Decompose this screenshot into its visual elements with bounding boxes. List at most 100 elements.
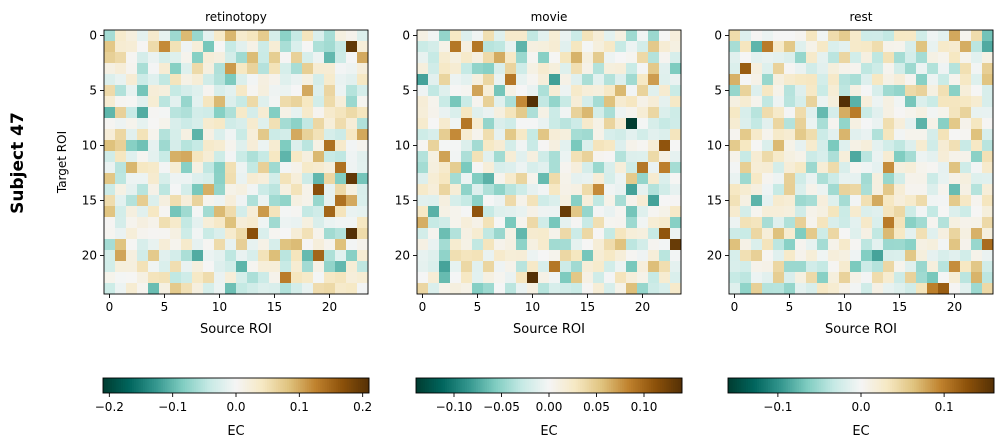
heatmap-cell — [236, 162, 248, 174]
heatmap-cell — [762, 140, 774, 152]
heatmap-cell — [203, 151, 215, 163]
heatmap-cell — [784, 206, 796, 218]
heatmap-cell — [170, 118, 182, 130]
heatmap-cell — [461, 63, 473, 75]
heatmap-cell — [137, 107, 149, 119]
colorbar-segment — [606, 378, 610, 393]
heatmap-cell — [659, 85, 671, 97]
heatmap-cell — [269, 107, 281, 119]
heatmap-cell — [516, 52, 528, 64]
heatmap-cell — [839, 151, 851, 163]
heatmap-cell — [971, 85, 983, 97]
colorbar-segment — [122, 378, 126, 393]
heatmap-cell — [773, 30, 785, 42]
heatmap-cell — [659, 272, 671, 284]
heatmap-cell — [159, 261, 171, 273]
heatmap-cell — [181, 118, 193, 130]
y-tick-label: 20 — [707, 249, 722, 263]
heatmap-cell — [817, 74, 829, 86]
heatmap-cell — [214, 162, 226, 174]
heatmap-cell — [291, 239, 303, 251]
heatmap-cell — [982, 52, 994, 64]
heatmap-cell — [806, 63, 818, 75]
heatmap-cell — [806, 250, 818, 262]
heatmap-cell — [461, 41, 473, 53]
heatmap-cell — [659, 52, 671, 64]
heatmap-cell — [740, 30, 752, 42]
colorbar-segment — [111, 378, 115, 393]
heatmap-cell — [839, 30, 851, 42]
heatmap-cell — [938, 63, 950, 75]
heatmap-cell — [916, 151, 928, 163]
heatmap-cell — [203, 107, 215, 119]
heatmap-cell — [170, 162, 182, 174]
heatmap-cell — [527, 41, 539, 53]
heatmap-cell — [505, 184, 517, 196]
colorbar-segment — [805, 378, 809, 393]
y-tick-label: 5 — [402, 84, 410, 98]
colorbar-segment — [943, 378, 946, 393]
heatmap-cell — [582, 195, 594, 207]
heatmap-cell — [527, 30, 539, 42]
heatmap-cell — [170, 30, 182, 42]
colorbar-segment — [198, 378, 201, 393]
heatmap-cell — [905, 41, 917, 53]
heatmap-cell — [291, 30, 303, 42]
heatmap-cell — [648, 129, 660, 141]
heatmap-cell — [115, 195, 127, 207]
colorbar-segment — [646, 378, 650, 393]
heatmap-cell — [626, 151, 638, 163]
heatmap-cell — [670, 206, 682, 218]
heatmap-cell — [883, 41, 895, 53]
heatmap-cell — [181, 30, 193, 42]
heatmap-cell — [505, 129, 517, 141]
heatmap-cell — [203, 283, 215, 295]
heatmap-cell — [192, 30, 204, 42]
heatmap-cell — [104, 151, 116, 163]
heatmap-cell — [357, 250, 369, 262]
heatmap-cell — [560, 217, 572, 229]
heatmap-cell — [971, 184, 983, 196]
heatmap-cell — [538, 283, 550, 295]
heatmap-cell — [247, 283, 259, 295]
heatmap-cell — [894, 239, 906, 251]
heatmap-cell — [850, 217, 862, 229]
heatmap-cell — [137, 63, 149, 75]
heatmap-cell — [450, 151, 462, 163]
colorbar-segment — [622, 378, 625, 393]
heatmap-cell — [762, 129, 774, 141]
heatmap-cell — [971, 261, 983, 273]
heatmap-cell — [115, 206, 127, 218]
y-tick-label: 10 — [707, 139, 722, 153]
heatmap-cell — [861, 162, 873, 174]
heatmap-cell — [637, 41, 649, 53]
heatmap-cell — [615, 261, 627, 273]
heatmap-cell — [115, 239, 127, 251]
heatmap-cell — [916, 195, 928, 207]
heatmap-cell — [593, 30, 605, 42]
heatmap-cell — [324, 206, 336, 218]
colorbar-segment — [362, 378, 365, 393]
heatmap-cell — [417, 151, 429, 163]
heatmap-cell — [729, 74, 741, 86]
colorbar-segment — [180, 378, 184, 393]
heatmap-cell — [324, 129, 336, 141]
heatmap-cell — [648, 162, 660, 174]
colorbar-segment — [489, 378, 492, 393]
colorbar-segment — [298, 378, 301, 393]
heatmap-cell — [626, 63, 638, 75]
heatmap-cell — [214, 272, 226, 284]
heatmap-cell — [236, 129, 248, 141]
y-axis-label: Target ROI — [55, 131, 69, 194]
heatmap-cell — [762, 239, 774, 251]
heatmap-cell — [971, 283, 983, 295]
heatmap-cell — [626, 74, 638, 86]
heatmap-cell — [659, 63, 671, 75]
heatmap-cell — [505, 30, 517, 42]
heatmap-cell — [670, 217, 682, 229]
heatmap-cell — [236, 261, 248, 273]
heatmap-cell — [784, 195, 796, 207]
colorbar-segment — [989, 378, 993, 393]
